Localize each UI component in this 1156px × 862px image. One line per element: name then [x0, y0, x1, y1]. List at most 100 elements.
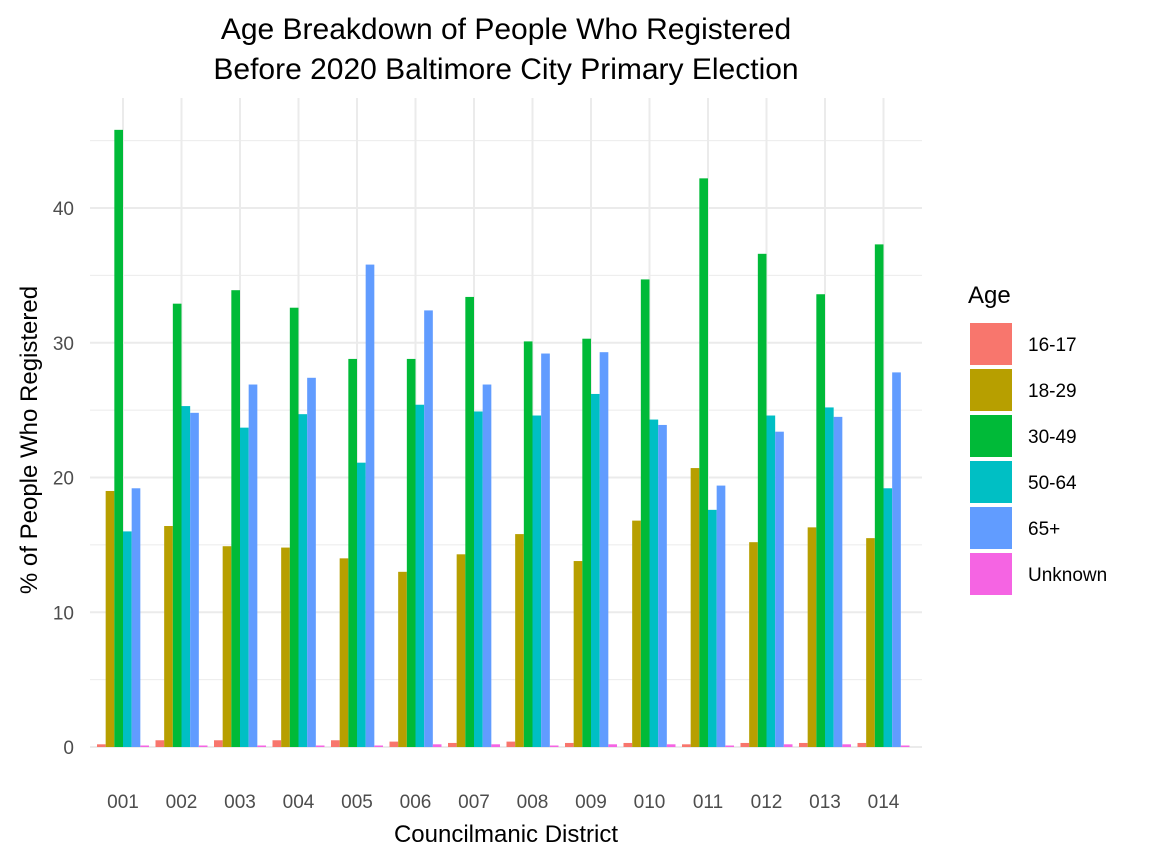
x-tick-label: 005	[341, 792, 373, 813]
bar-012-unknown	[783, 744, 793, 747]
bar-007-16-17	[448, 742, 457, 747]
bar-007-18-29	[456, 554, 466, 747]
y-axis-ticks: 0 10 20 30 40	[53, 199, 74, 759]
legend-label: 16-17	[1028, 335, 1077, 356]
bar-004-unknown	[315, 745, 325, 747]
bar-005-65-	[365, 264, 375, 747]
x-tick-label: 001	[107, 792, 139, 813]
bar-009-18-29	[573, 561, 583, 747]
x-tick-label: 013	[809, 792, 841, 813]
x-tick-label: 012	[751, 792, 783, 813]
bar-014-16-17	[857, 742, 867, 747]
bar-011-50-64	[708, 509, 717, 747]
bar-012-18-29	[749, 542, 758, 747]
bar-013-30-49	[816, 294, 825, 747]
x-tick-label: 008	[517, 792, 549, 813]
bar-005-unknown	[374, 745, 383, 747]
x-axis-title: Councilmanic District	[394, 821, 618, 848]
bar-005-16-17	[331, 740, 340, 747]
bar-009-unknown	[608, 744, 617, 747]
x-tick-label: 007	[458, 792, 490, 813]
bar-003-30-49	[231, 290, 240, 747]
y-axis-title: % of People Who Registered	[16, 286, 43, 594]
bar-003-16-17	[214, 740, 223, 747]
legend-swatch	[970, 323, 1012, 365]
bar-006-50-64	[415, 404, 425, 747]
bar-014-18-29	[866, 538, 875, 747]
bar-008-65-	[541, 353, 550, 747]
legend-swatch	[970, 553, 1012, 595]
bar-006-65-	[424, 310, 433, 747]
bar-006-30-49	[406, 358, 416, 747]
bar-008-unknown	[549, 745, 559, 747]
bar-008-16-17	[506, 741, 516, 747]
y-tick-label: 20	[53, 469, 74, 490]
bars	[97, 129, 910, 748]
legend-label: 65+	[1028, 519, 1060, 540]
bar-010-unknown	[666, 744, 676, 747]
bar-012-30-49	[757, 253, 767, 747]
bar-001-18-29	[105, 490, 115, 747]
bar-001-unknown	[140, 745, 149, 747]
y-tick-label: 10	[53, 603, 74, 624]
legend-swatch	[970, 415, 1012, 457]
x-axis-ticks: 001 002 003 004 005 006 007 008 009 010 011 012 013 0…	[107, 792, 900, 813]
bar-013-16-17	[799, 742, 808, 747]
legend-swatch	[970, 507, 1012, 549]
bar-001-30-49	[114, 129, 123, 748]
legend-label: 18-29	[1028, 381, 1077, 402]
bar-003-unknown	[257, 745, 266, 747]
bar-013-65-	[833, 416, 843, 747]
bar-002-50-64	[181, 406, 191, 747]
y-tick-label: 0	[63, 738, 74, 759]
bar-003-18-29	[222, 546, 232, 747]
bar-010-18-29	[632, 520, 641, 747]
bar-006-16-17	[389, 741, 399, 747]
bar-002-65-	[190, 412, 199, 747]
chart-title-line-2: Before 2020 Baltimore City Primary Elect…	[213, 53, 798, 86]
y-tick-label: 30	[53, 334, 74, 355]
x-tick-label: 014	[868, 792, 900, 813]
bar-003-50-64	[240, 427, 249, 747]
legend-swatch	[970, 461, 1012, 503]
x-tick-label: 010	[634, 792, 666, 813]
x-tick-label: 009	[575, 792, 607, 813]
y-tick-label: 40	[53, 199, 74, 220]
bar-013-50-64	[825, 407, 834, 747]
x-tick-label: 003	[224, 792, 256, 813]
bar-002-18-29	[164, 526, 173, 747]
x-tick-label: 002	[166, 792, 198, 813]
legend-swatch	[970, 369, 1012, 411]
bar-004-50-64	[298, 414, 308, 747]
bar-002-16-17	[155, 740, 165, 747]
bar-002-30-49	[172, 303, 182, 747]
bar-010-50-64	[649, 419, 659, 747]
bar-008-18-29	[515, 534, 524, 747]
bar-007-unknown	[491, 744, 500, 747]
legend: Age 16-17 18-29 30-49 50-64 65+ Unknown	[968, 282, 1107, 595]
bar-009-65-	[599, 352, 609, 747]
bar-001-50-64	[123, 531, 132, 747]
bar-009-30-49	[582, 338, 591, 747]
bar-009-50-64	[591, 393, 600, 747]
legend-label: 30-49	[1028, 427, 1077, 448]
bar-012-50-64	[766, 415, 776, 747]
bar-011-30-49	[699, 178, 708, 748]
legend-label: 50-64	[1028, 473, 1077, 494]
bar-004-65-	[307, 377, 316, 747]
bar-012-65-	[775, 431, 784, 747]
bar-014-65-	[892, 372, 901, 747]
bar-004-30-49	[289, 307, 299, 747]
bar-010-65-	[658, 424, 667, 747]
x-tick-label: 006	[400, 792, 432, 813]
bar-004-18-29	[281, 547, 290, 747]
bar-006-18-29	[398, 571, 407, 747]
bar-001-65-	[131, 488, 141, 747]
bar-005-18-29	[339, 558, 349, 747]
bar-012-16-17	[740, 742, 750, 747]
bar-007-30-49	[465, 296, 474, 747]
x-tick-label: 011	[693, 792, 723, 813]
bar-001-16-17	[97, 744, 106, 747]
bar-010-16-17	[623, 742, 633, 747]
